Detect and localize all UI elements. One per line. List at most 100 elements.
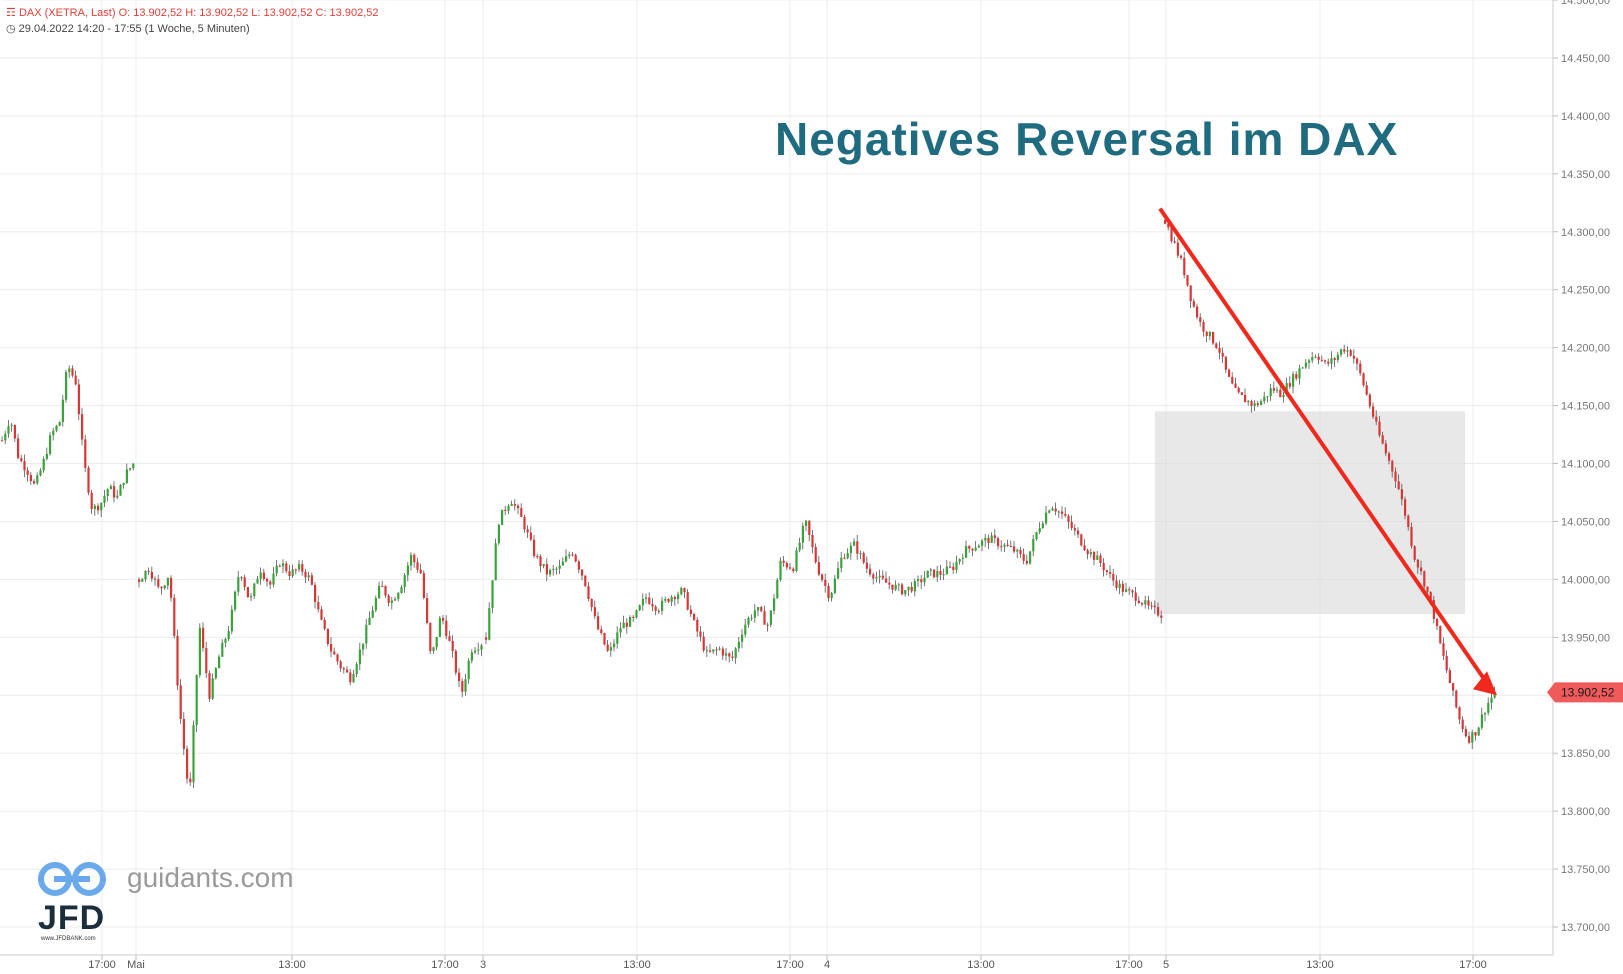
candle-body [129,468,132,470]
candle-body [1490,697,1493,703]
candle-body [1160,615,1163,618]
candle-body [629,617,632,627]
candle-body [166,577,169,586]
candle-body [1121,583,1124,592]
candle-body [461,681,464,692]
candle-body [1394,471,1397,482]
candle-body [419,569,422,574]
candle-body [728,653,731,657]
candle-body [965,546,968,558]
candle-body [1067,515,1070,522]
candle-body [97,505,100,511]
y-tick-label: 13.750,00 [1561,864,1610,876]
candle-body [561,561,564,566]
candle-body [432,647,435,652]
candle-body [897,584,900,586]
candle-body [1461,719,1464,730]
candle-body [214,668,217,679]
candle-body [1164,220,1167,224]
candle-body [1240,392,1243,395]
candle-body [1205,331,1208,337]
candle-body [1118,583,1121,588]
candle-body [1381,435,1384,444]
candle-body [1368,394,1371,407]
candle-body [467,660,470,680]
ohlc-text: DAX (XETRA, Last) O: 13.902,52 H: 13.902… [18,7,379,19]
candle-body [170,577,173,598]
candle-body [888,582,891,585]
candle-body [1202,322,1205,332]
candle-body [1279,389,1282,398]
candle-body [661,600,664,611]
candle-body [163,585,166,589]
annotation-title: Negatives Reversal im DAX [775,113,1399,165]
candle-body [977,545,980,548]
candle-body [288,571,291,576]
candle-body [147,570,150,572]
candle-body [1215,343,1218,348]
candle-body [993,535,996,539]
candle-body [1019,549,1022,555]
candle-body [1410,526,1413,547]
candle-body [1301,367,1304,369]
candle-body [686,592,689,610]
candle-body [390,600,393,603]
candle-body [862,553,865,563]
candle-body [753,610,756,618]
candle-body [990,535,993,543]
candle-body [1455,690,1458,708]
x-tick-label: 17:00 [1115,959,1143,971]
candle-body [480,645,483,650]
candle-body [1128,589,1131,591]
candle-body [1356,358,1359,364]
candle-body [227,631,230,639]
candle-body [872,574,875,579]
candle-body [100,502,103,511]
candle-body [1061,511,1064,514]
candle-body [218,656,221,669]
x-tick-label: Mai [127,959,145,971]
candle-body [827,585,830,599]
x-tick-label: 13:00 [1306,959,1334,971]
candle-body [587,586,590,599]
candle-body [195,675,198,726]
candle-body [792,568,795,572]
candle-body [558,565,561,569]
candle-body [1349,350,1352,356]
candle-body [798,542,801,551]
grid-lines [0,0,1553,955]
candle-body [339,661,342,669]
candle-body [1324,360,1327,362]
candle-body [837,568,840,579]
candle-body [789,567,792,569]
candle-body [536,556,539,558]
candle-body [422,573,425,598]
candle-body [198,627,201,676]
candle-body [317,602,320,610]
candle-body [330,643,333,652]
candle-body [1083,545,1086,551]
candle-body [625,622,628,627]
candle-body [609,647,612,651]
candle-body [549,569,552,575]
candle-body [744,624,747,635]
candle-body [1192,301,1195,307]
candle-body [1057,511,1060,513]
candle-body [958,558,961,562]
candle-body [1003,544,1006,547]
candle-body [699,631,702,637]
candle-body [776,579,779,599]
candle-body [577,561,580,570]
x-tick-label: 13:00 [967,959,995,971]
candle-body [1,440,4,442]
candle-body [785,562,788,568]
candle-body [381,585,384,587]
candle-body [7,426,10,434]
candle-body [243,577,246,587]
y-tick-label: 14.300,00 [1561,227,1610,239]
candle-body [1157,607,1160,616]
candle-body [230,609,233,632]
candle-body [1073,528,1076,531]
candle-body [696,619,699,632]
